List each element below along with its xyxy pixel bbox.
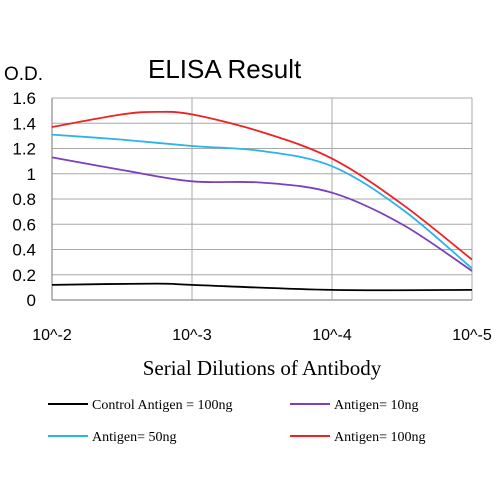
series-line-control-antigen-100ng: [51, 282, 473, 292]
y-tick-label: 1.2: [12, 140, 36, 159]
grid: [51, 97, 473, 301]
axis-ticks: 0 0.2 0.4 0.6 0.8 1 1.2 1.4 1.6 10^-2 10^-3 10^-4 10…: [12, 89, 492, 344]
y-axis-label: O.D.: [4, 64, 43, 85]
y-tick-label: 0.8: [12, 190, 36, 209]
y-tick-label: 1.4: [12, 114, 36, 133]
x-tick-label: 10^-5: [452, 327, 492, 344]
legend-label-antigen-100ng: Antigen= 100ng: [334, 430, 426, 445]
y-tick-label: 0: [27, 291, 36, 310]
chart-title: ELISA Result: [148, 54, 302, 84]
y-tick-label: 1.6: [12, 89, 36, 108]
x-tick-label: 10^-4: [312, 327, 352, 344]
y-tick-label: 0.2: [12, 266, 36, 285]
data-series: [51, 110, 473, 292]
legend-label-antigen-50ng: Antigen= 50ng: [92, 430, 177, 445]
x-tick-label: 10^-3: [172, 327, 212, 344]
legend-label-antigen-10ng: Antigen= 10ng: [334, 398, 419, 413]
series-line-antigen-50ng: [51, 133, 473, 270]
x-axis-label: Serial Dilutions of Antibody: [143, 356, 382, 380]
y-tick-label: 0.6: [12, 215, 36, 234]
series-line-antigen-10ng: [51, 156, 473, 272]
y-tick-label: 0.4: [12, 241, 36, 260]
series-line-antigen-100ng: [51, 110, 473, 261]
legend-label-control-antigen-100ng: Control Antigen = 100ng: [92, 398, 233, 413]
legend: Control Antigen = 100ng Antigen= 10ng Anti…: [48, 398, 426, 445]
y-tick-label: 1: [27, 165, 36, 184]
x-tick-label: 10^-2: [32, 327, 72, 344]
